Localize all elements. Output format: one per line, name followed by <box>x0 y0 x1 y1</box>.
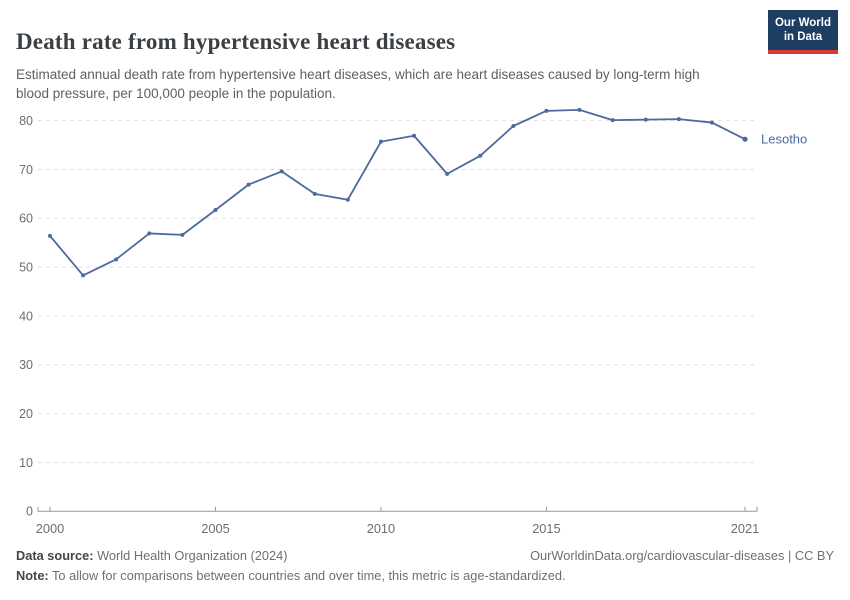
data-point-lesotho-2009[interactable] <box>345 197 350 202</box>
data-point-lesotho-2021[interactable] <box>742 136 748 142</box>
data-point-lesotho-2017[interactable] <box>610 118 615 123</box>
data-point-lesotho-2003[interactable] <box>147 231 152 236</box>
chart-subtitle: Estimated annual death rate from hyperte… <box>16 66 700 102</box>
data-point-lesotho-2010[interactable] <box>378 139 383 144</box>
y-tick-label-50: 50 <box>19 261 33 275</box>
y-tick-label-10: 10 <box>19 456 33 470</box>
y-tick-label-60: 60 <box>19 212 33 226</box>
data-point-lesotho-2012[interactable] <box>445 171 450 176</box>
data-point-lesotho-2006[interactable] <box>246 182 251 187</box>
data-point-lesotho-2004[interactable] <box>180 232 185 237</box>
data-point-lesotho-2011[interactable] <box>412 133 417 138</box>
series-line-lesotho[interactable] <box>49 108 746 277</box>
note-value: To allow for comparisons between countri… <box>48 568 566 584</box>
x-tick-label-2005: 2005 <box>201 521 229 536</box>
data-point-lesotho-2001[interactable] <box>81 273 86 278</box>
x-tick-label-2010: 2010 <box>367 521 395 536</box>
data-source-label: Data source: <box>16 548 94 563</box>
y-tick-label-40: 40 <box>19 309 33 323</box>
y-tick-label-0: 0 <box>26 505 33 519</box>
owid-logo-line1: Our World <box>774 17 831 29</box>
y-tick-label-80: 80 <box>19 114 33 128</box>
data-point-lesotho-2002[interactable] <box>114 257 119 262</box>
data-point-lesotho-2005[interactable] <box>213 207 218 212</box>
y-tick-label-20: 20 <box>19 407 33 421</box>
series-label-lesotho[interactable]: Lesotho <box>761 132 807 147</box>
data-point-lesotho-2020[interactable] <box>709 120 714 125</box>
owid-citation-link[interactable]: OurWorldinData.org/cardiovascular-diseas… <box>530 548 834 563</box>
data-point-lesotho-2007[interactable] <box>279 169 284 174</box>
data-point-lesotho-2013[interactable] <box>478 153 483 158</box>
data-point-lesotho-2016[interactable] <box>577 107 582 112</box>
x-tick-label-2021: 2021 <box>731 521 759 536</box>
page-title: Death rate from hypertensive heart disea… <box>16 29 456 55</box>
y-tick-label-30: 30 <box>19 358 33 372</box>
data-point-lesotho-2019[interactable] <box>676 117 681 122</box>
data-point-lesotho-2008[interactable] <box>312 191 317 196</box>
data-source: Data source: World Health Organization (… <box>16 546 287 566</box>
owid-logo-line2: in Data <box>783 31 823 44</box>
data-point-lesotho-2014[interactable] <box>511 123 516 128</box>
data-point-lesotho-2000[interactable] <box>48 233 52 238</box>
owid-logo[interactable]: Our World in Data <box>767 10 838 54</box>
data-source-value: World Health Organization (2024) <box>93 548 288 563</box>
x-tick-label-2015: 2015 <box>532 521 560 536</box>
note: Note: To allow for comparisons between c… <box>16 568 566 583</box>
data-point-lesotho-2018[interactable] <box>643 117 648 122</box>
y-tick-label-70: 70 <box>19 163 33 177</box>
x-axis <box>37 506 758 512</box>
x-tick-label-2000: 2000 <box>36 521 64 536</box>
note-label: Note: <box>16 568 49 584</box>
chart-footer: Data source: World Health Organization (… <box>16 546 834 587</box>
data-point-lesotho-2015[interactable] <box>544 108 549 113</box>
